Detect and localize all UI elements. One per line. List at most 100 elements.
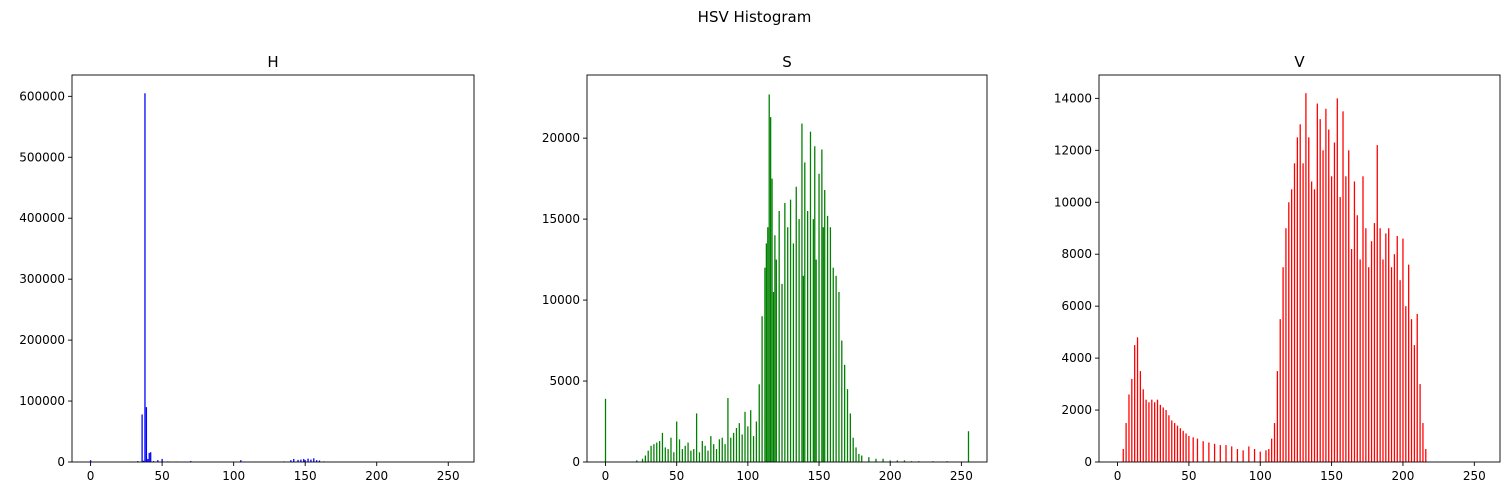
bar-s-46 xyxy=(766,243,767,462)
bar-v-89 xyxy=(1414,345,1415,462)
bar-v-71 xyxy=(1362,176,1363,462)
bar-v-48 xyxy=(1297,137,1298,462)
bar-s-65 xyxy=(807,211,808,462)
bar-s-55 xyxy=(781,284,782,462)
bar-s-15 xyxy=(679,439,680,462)
bar-v-73 xyxy=(1368,267,1369,462)
bar-v-23 xyxy=(1188,436,1189,462)
ytick-label-h-0: 0 xyxy=(57,455,65,469)
bar-v-44 xyxy=(1285,228,1286,462)
bar-s-9 xyxy=(662,433,663,462)
bar-s-4 xyxy=(648,451,649,462)
bar-s-7 xyxy=(656,443,657,462)
bar-v-80 xyxy=(1388,228,1389,462)
bar-s-5 xyxy=(650,446,651,462)
ytick-label-h-6: 600000 xyxy=(19,89,65,103)
bar-s-71 xyxy=(821,149,822,462)
bar-s-49 xyxy=(770,117,771,462)
bar-v-33 xyxy=(1242,450,1243,462)
bar-v-84 xyxy=(1399,280,1400,462)
bar-v-7 xyxy=(1143,389,1144,462)
ytick-label-h-1: 100000 xyxy=(19,394,65,408)
bar-s-36 xyxy=(739,423,740,462)
bar-s-26 xyxy=(710,436,711,462)
bar-v-83 xyxy=(1397,236,1398,462)
bar-v-85 xyxy=(1402,239,1403,462)
bar-v-86 xyxy=(1405,306,1406,462)
bar-s-85 xyxy=(858,454,859,462)
bar-s-52 xyxy=(774,235,775,462)
ytick-label-h-3: 300000 xyxy=(19,272,65,286)
bar-s-48 xyxy=(769,94,770,462)
xtick-label-h-1: 50 xyxy=(154,469,169,483)
xtick-label-s-0: 0 xyxy=(602,469,610,483)
bar-s-67 xyxy=(813,219,814,462)
bar-s-83 xyxy=(853,438,854,462)
bar-v-20 xyxy=(1180,428,1181,462)
bar-v-60 xyxy=(1331,176,1332,462)
bar-v-2 xyxy=(1128,394,1129,462)
bar-s-68 xyxy=(814,146,815,462)
xtick-label-h-0: 0 xyxy=(87,469,95,483)
bar-v-6 xyxy=(1140,371,1141,462)
bar-s-35 xyxy=(736,428,737,462)
bar-s-12 xyxy=(670,438,671,462)
bar-v-59 xyxy=(1328,130,1329,462)
ytick-label-v-4: 8000 xyxy=(1061,247,1092,261)
bar-s-28 xyxy=(716,449,717,462)
bar-s-53 xyxy=(776,260,777,462)
bar-v-14 xyxy=(1163,407,1164,462)
bar-s-88 xyxy=(875,459,876,462)
bar-h-23 xyxy=(303,459,304,462)
bar-s-37 xyxy=(742,434,743,462)
bar-v-70 xyxy=(1360,259,1361,462)
bar-s-87 xyxy=(868,457,869,462)
bar-s-73 xyxy=(824,190,825,462)
bar-v-46 xyxy=(1291,189,1292,462)
bar-v-39 xyxy=(1271,439,1272,462)
bar-v-36 xyxy=(1260,452,1261,462)
bar-v-61 xyxy=(1334,143,1335,462)
bar-v-21 xyxy=(1183,431,1184,462)
bar-h-25 xyxy=(307,459,308,462)
bar-h-7 xyxy=(146,407,147,462)
bar-s-25 xyxy=(707,451,708,462)
bar-s-31 xyxy=(724,444,725,462)
bar-s-40 xyxy=(750,410,751,462)
bar-s-38 xyxy=(744,412,745,462)
bar-v-12 xyxy=(1157,400,1158,462)
bar-v-3 xyxy=(1131,379,1132,462)
ytick-label-v-2: 4000 xyxy=(1061,351,1092,365)
bar-s-16 xyxy=(682,449,683,462)
bar-v-28 xyxy=(1214,444,1215,462)
bar-h-27 xyxy=(313,458,314,462)
bar-s-42 xyxy=(756,422,757,462)
bar-v-45 xyxy=(1288,202,1289,462)
bar-s-23 xyxy=(702,441,703,462)
bar-s-82 xyxy=(850,413,851,462)
xtick-label-v-3: 150 xyxy=(1320,469,1343,483)
bar-v-40 xyxy=(1274,423,1275,462)
bar-s-32 xyxy=(727,398,728,462)
bar-h-4 xyxy=(141,414,142,462)
bar-s-51 xyxy=(773,292,774,462)
xtick-label-s-3: 150 xyxy=(808,469,831,483)
bar-v-67 xyxy=(1351,249,1352,462)
bar-s-84 xyxy=(855,447,856,462)
bar-v-64 xyxy=(1342,111,1343,462)
bar-s-30 xyxy=(722,438,723,462)
bar-v-8 xyxy=(1145,400,1146,462)
bar-v-55 xyxy=(1317,104,1318,462)
axes-frame-v xyxy=(1099,75,1500,462)
bar-v-53 xyxy=(1311,181,1312,462)
bar-s-59 xyxy=(793,243,794,462)
bar-s-61 xyxy=(798,219,799,462)
bar-v-47 xyxy=(1294,163,1295,462)
bar-s-54 xyxy=(779,211,780,462)
bar-v-32 xyxy=(1237,449,1238,462)
ytick-label-s-2: 10000 xyxy=(542,293,580,307)
ytick-label-h-4: 400000 xyxy=(19,211,65,225)
ytick-label-s-1: 5000 xyxy=(549,374,580,388)
